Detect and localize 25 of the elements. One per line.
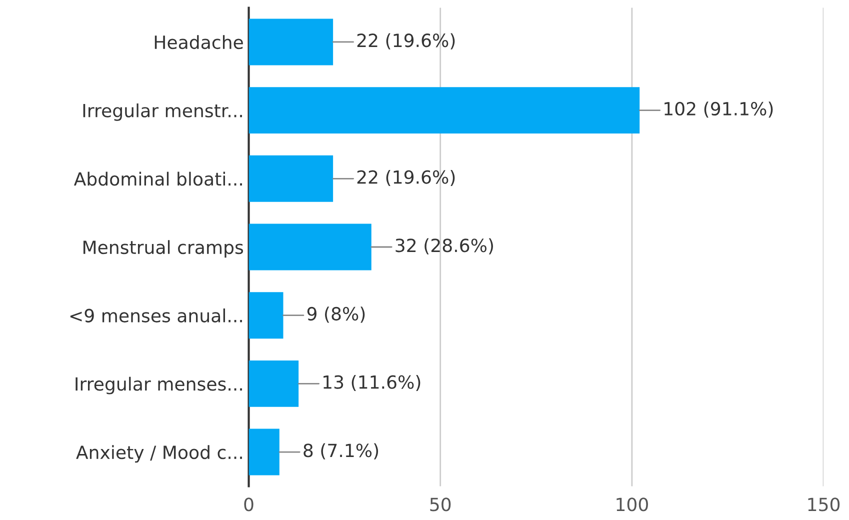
data-label: 22 (19.6%) [357, 33, 455, 50]
bar [248, 87, 640, 134]
bar [248, 18, 334, 66]
y-tick-label: Abdominal bloati... [74, 172, 242, 186]
y-tick-label: Headache [154, 35, 243, 50]
data-label: 32 (28.6%) [396, 238, 493, 254]
data-label: 102 (91.1%) [664, 102, 773, 118]
y-tick-label: <9 menses anual... [70, 308, 242, 322]
bar [248, 155, 334, 202]
x-tick-label: 50 [430, 498, 451, 512]
bar [248, 428, 280, 476]
bar [248, 224, 372, 270]
y-tick-label: Menstrual cramps [84, 240, 244, 258]
x-tick-label: 100 [616, 498, 648, 512]
data-label: 22 (19.6%) [357, 170, 455, 186]
x-tick-label: 150 [808, 498, 840, 512]
data-label: 8 (7.1%) [304, 443, 378, 460]
y-tick-label: Irregular menstr... [83, 103, 242, 121]
bar [248, 292, 284, 339]
y-tick-label: Anxiety / Mood c... [76, 445, 242, 463]
data-label: 9 (8%) [307, 306, 365, 323]
bar [248, 360, 299, 407]
y-tick-label: Irregular menses... [76, 376, 242, 394]
data-label: 13 (11.6%) [324, 374, 420, 392]
x-tick-label: 0 [244, 498, 254, 512]
